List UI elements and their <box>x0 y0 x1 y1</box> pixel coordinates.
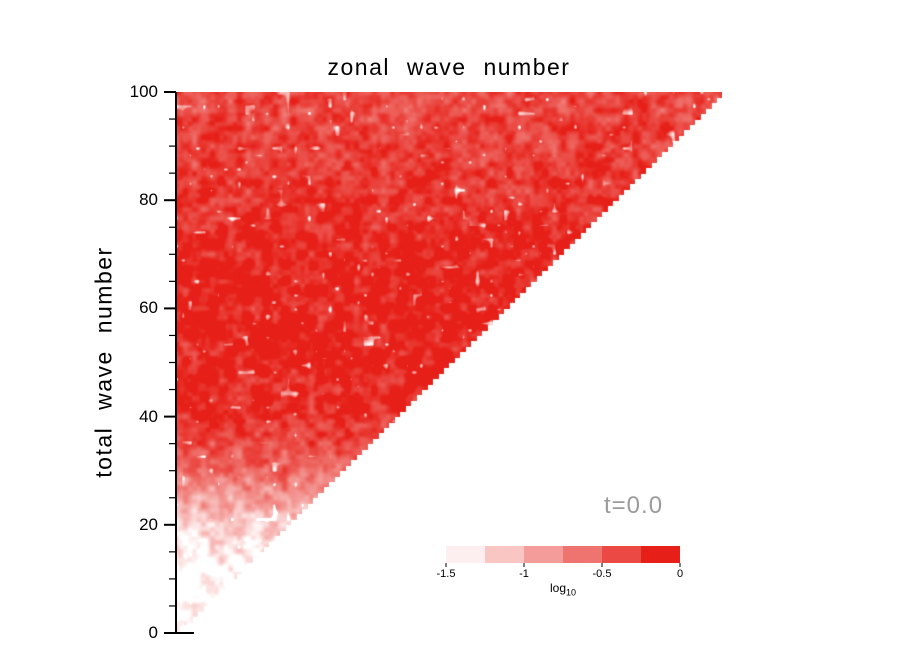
colorbar-tick-label: -1 <box>519 568 529 580</box>
colorbar-segment <box>485 546 524 563</box>
time-annotation: t=0.0 <box>604 492 664 519</box>
colorbar-label: log10 <box>446 581 680 597</box>
colorbar-tick-label: 0 <box>676 568 684 580</box>
colorbar-tick-label: -0.5 <box>592 568 612 580</box>
y-tick-label: 60 <box>139 298 158 318</box>
y-tick-label: 20 <box>139 514 158 534</box>
colorbar-label-sub: 10 <box>566 587 577 598</box>
chart-title: zonal wave number <box>327 54 571 80</box>
heatmap-canvas <box>176 92 722 633</box>
colorbar-segment <box>524 546 563 563</box>
y-tick-label: 100 <box>129 82 158 101</box>
colorbar-segment <box>446 546 485 563</box>
y-tick-label: 40 <box>139 406 158 426</box>
colorbar-segment <box>602 546 641 563</box>
y-tick-label: 0 <box>148 623 158 642</box>
colorbar <box>446 546 680 563</box>
colorbar-label-base: log <box>549 581 566 595</box>
colorbar-segment <box>563 546 602 563</box>
colorbar-segment <box>641 546 680 563</box>
colorbar-tick-label: -1.5 <box>436 568 456 580</box>
y-tick-label: 80 <box>139 190 158 210</box>
